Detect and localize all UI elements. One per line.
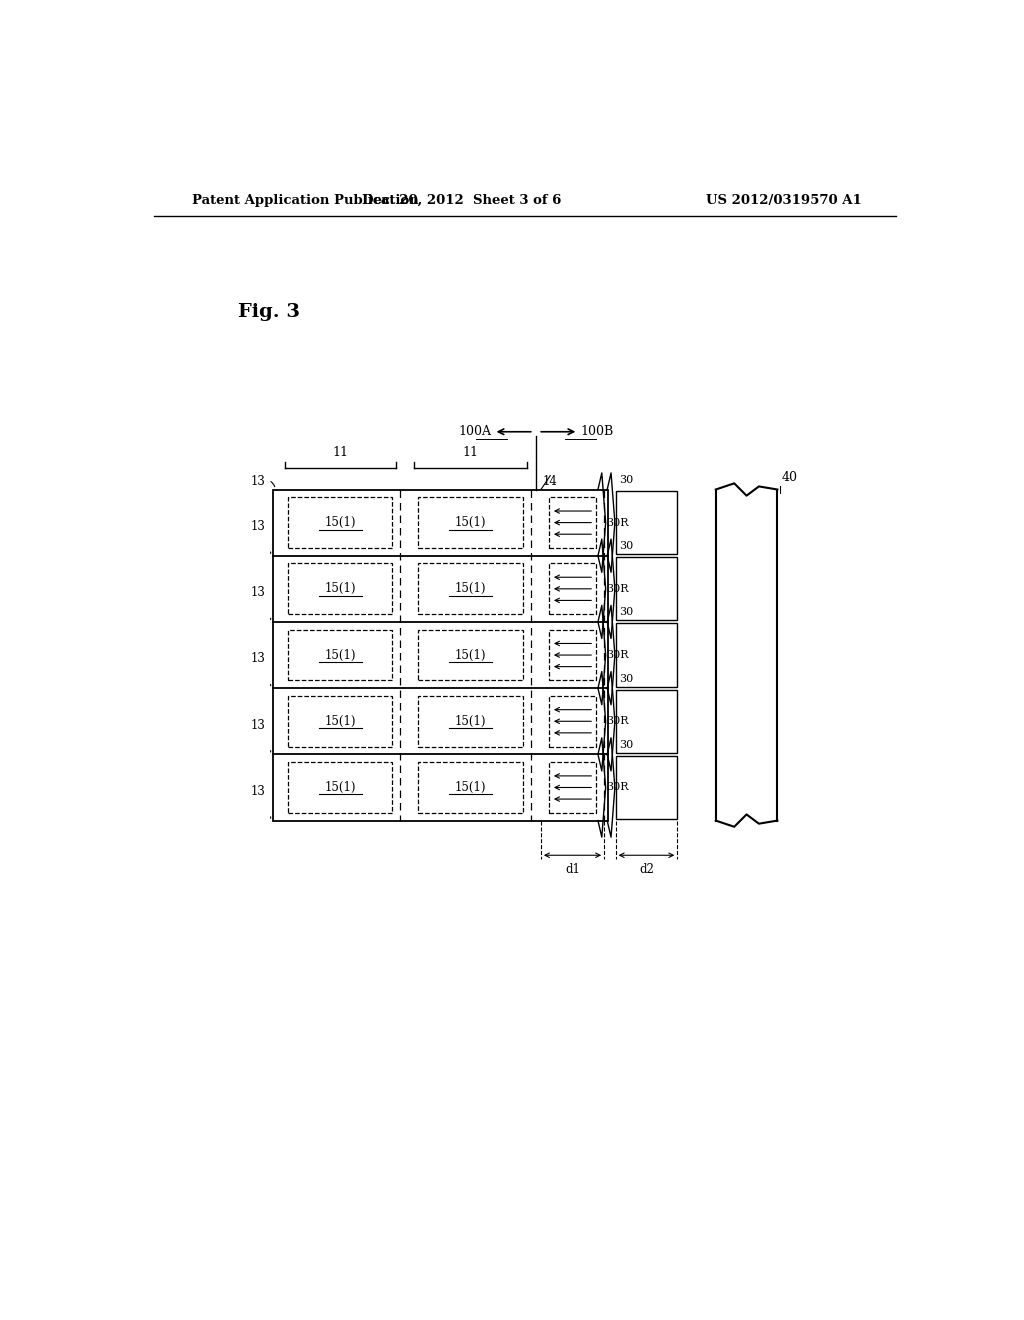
- Text: US 2012/0319570 A1: US 2012/0319570 A1: [707, 194, 862, 207]
- Bar: [615, 623, 677, 686]
- Text: 14: 14: [543, 475, 557, 488]
- Text: 30: 30: [620, 475, 634, 484]
- Bar: [615, 491, 677, 554]
- Text: 30R: 30R: [606, 649, 629, 660]
- Text: Patent Application Publication: Patent Application Publication: [193, 194, 419, 207]
- Text: 15(1): 15(1): [325, 582, 356, 595]
- Text: 30R: 30R: [606, 517, 629, 528]
- Text: 15(1): 15(1): [325, 714, 356, 727]
- Text: 30: 30: [620, 673, 634, 684]
- Text: 13: 13: [251, 520, 265, 533]
- Text: 13: 13: [251, 785, 265, 797]
- Text: d1: d1: [565, 862, 580, 875]
- Text: 30: 30: [620, 739, 634, 750]
- Text: 13: 13: [251, 586, 265, 599]
- Text: 30R: 30R: [606, 783, 629, 792]
- Text: 30: 30: [620, 541, 634, 552]
- Text: Dec. 20, 2012  Sheet 3 of 6: Dec. 20, 2012 Sheet 3 of 6: [361, 194, 561, 207]
- Text: 15(1): 15(1): [455, 516, 486, 529]
- Text: 30R: 30R: [606, 583, 629, 594]
- Bar: [615, 756, 677, 818]
- Text: 100A: 100A: [459, 425, 492, 438]
- Text: 40: 40: [781, 471, 798, 484]
- Bar: [615, 690, 677, 752]
- Text: 100B: 100B: [581, 425, 613, 438]
- Text: 11: 11: [333, 446, 348, 459]
- Text: 30R: 30R: [606, 717, 629, 726]
- Text: 30: 30: [620, 607, 634, 618]
- Text: 13: 13: [251, 652, 265, 665]
- Text: 15(1): 15(1): [455, 648, 486, 661]
- Text: d2: d2: [639, 862, 654, 875]
- Bar: [273, 490, 608, 821]
- Text: 15(1): 15(1): [325, 781, 356, 795]
- Text: 11: 11: [463, 446, 478, 459]
- Bar: [615, 557, 677, 620]
- Text: Fig. 3: Fig. 3: [239, 304, 300, 321]
- Text: 13: 13: [251, 718, 265, 731]
- Text: 15(1): 15(1): [455, 781, 486, 795]
- Text: 15(1): 15(1): [325, 516, 356, 529]
- Text: 15(1): 15(1): [455, 714, 486, 727]
- Text: 15(1): 15(1): [455, 582, 486, 595]
- Text: 15(1): 15(1): [325, 648, 356, 661]
- Text: 13: 13: [251, 475, 265, 488]
